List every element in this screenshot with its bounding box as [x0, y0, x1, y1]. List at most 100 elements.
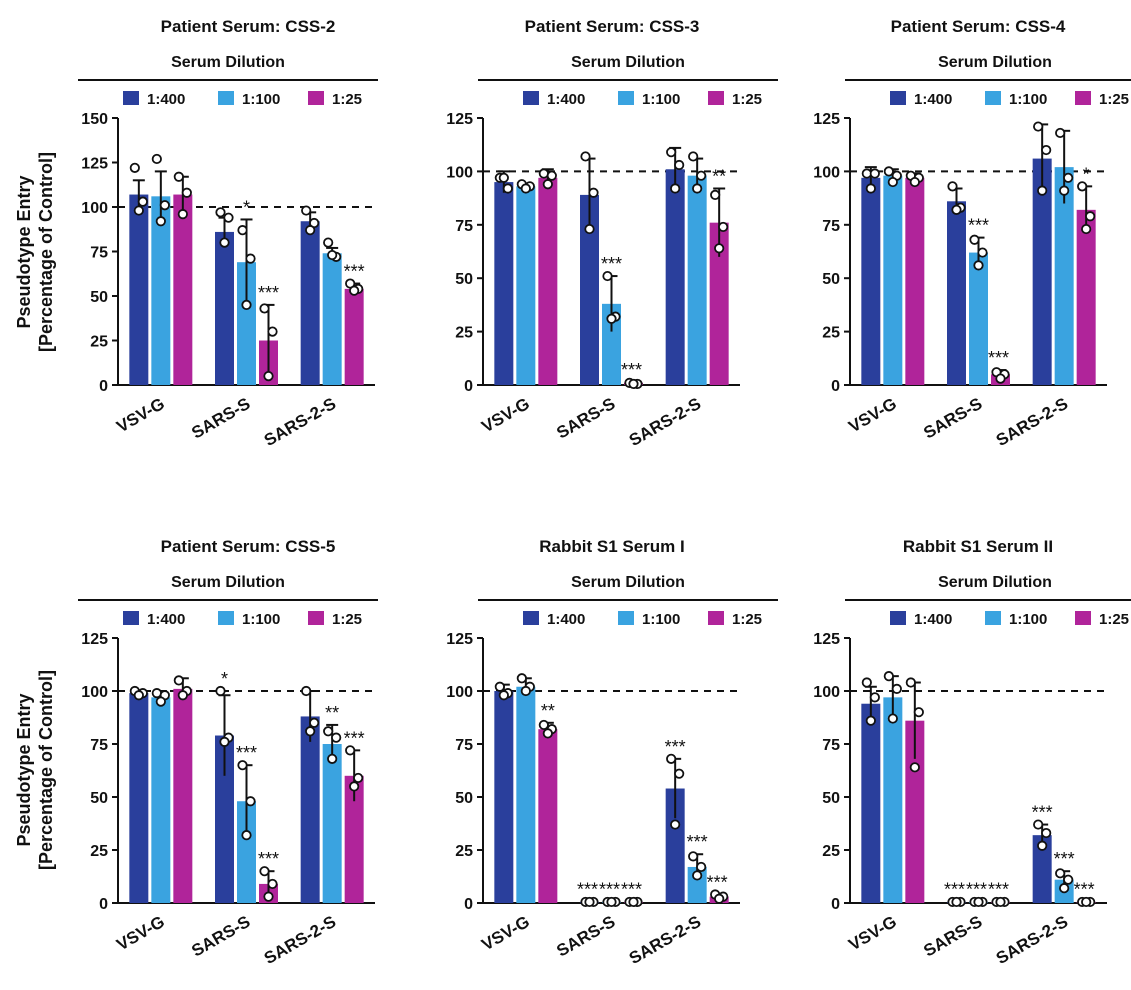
significance-label: ***	[1032, 803, 1053, 823]
data-point	[173, 171, 184, 182]
data-point	[1059, 185, 1070, 196]
chart-panel-2: Patient Serum: CSS-3 Serum Dilution 1:400 1…	[446, 17, 778, 450]
y-tick-label: 125	[813, 631, 840, 648]
x-tick-label: SARS-S	[920, 912, 985, 961]
significance-label: ***	[236, 743, 257, 763]
significance-label: ***	[258, 849, 279, 869]
chart-title: Patient Serum: CSS-3	[525, 17, 700, 36]
x-tick-label: SARS-2-S	[261, 394, 339, 450]
chart-title: Rabbit S1 Serum II	[903, 537, 1053, 556]
data-point	[177, 209, 188, 220]
data-point	[215, 207, 226, 218]
y-tick-label: 25	[455, 325, 473, 342]
bar	[344, 288, 364, 385]
y-axis-label-top-line-1: Pseudotype Entry	[14, 175, 34, 328]
data-point	[887, 176, 898, 188]
data-point	[670, 819, 681, 830]
significance-label: ***	[621, 879, 642, 899]
data-point	[1055, 868, 1066, 879]
y-tick-label: 125	[81, 156, 108, 173]
legend-label-3: 1:25	[1099, 91, 1129, 108]
x-tick-label: VSV-G	[113, 394, 168, 436]
legend-swatch-2	[218, 91, 234, 105]
y-tick-label: 100	[81, 200, 108, 217]
data-point	[666, 147, 677, 158]
bar	[215, 735, 234, 903]
legend-swatch-1	[123, 611, 139, 625]
data-point	[301, 205, 312, 216]
legend-title: Serum Dilution	[571, 54, 685, 71]
data-point	[219, 237, 230, 248]
x-tick-label: SARS-S	[553, 394, 618, 443]
legend-label-3: 1:25	[732, 91, 762, 108]
y-tick-label: 25	[822, 325, 840, 342]
legend-label-2: 1:100	[642, 91, 680, 108]
significance-label: **	[712, 166, 726, 186]
significance-label: ***	[665, 737, 686, 757]
y-axis-label-bottom-line-1: Pseudotype Entry	[14, 693, 34, 846]
y-tick-label: 100	[81, 684, 108, 701]
y-tick-label: 100	[446, 164, 473, 181]
data-point	[155, 216, 166, 227]
data-point	[951, 896, 962, 908]
y-tick-label: 125	[81, 631, 108, 648]
x-tick-label: VSV-G	[845, 394, 900, 436]
data-point	[181, 187, 192, 198]
data-point	[516, 673, 527, 684]
y-axis-label-top-line-2: [Percentage of Control]	[36, 152, 56, 352]
legend-label-1: 1:400	[914, 611, 952, 628]
data-point	[580, 151, 591, 162]
legend-swatch-2	[618, 611, 634, 625]
y-axis-label-bottom-line-2: [Percentage of Control]	[36, 670, 56, 870]
data-point	[1077, 181, 1088, 192]
data-point	[887, 713, 898, 724]
x-tick-label: VSV-G	[845, 912, 900, 954]
data-point	[674, 159, 685, 171]
data-point	[345, 745, 356, 756]
data-point	[692, 870, 703, 881]
bar	[665, 169, 685, 385]
bar	[687, 175, 707, 385]
legend-swatch-1	[523, 611, 539, 625]
x-tick-label: SARS-2-S	[626, 394, 704, 450]
data-point	[606, 896, 617, 908]
data-point	[219, 736, 230, 747]
legend-title: Serum Dilution	[938, 574, 1052, 591]
data-point	[1085, 211, 1096, 222]
y-tick-label: 75	[822, 218, 840, 235]
significance-label: ***	[344, 728, 365, 748]
data-point	[891, 683, 902, 694]
data-point	[129, 162, 140, 173]
y-tick-label: 25	[90, 334, 108, 351]
legend-title: Serum Dilution	[571, 574, 685, 591]
significance-label: ***	[621, 360, 642, 380]
data-point	[977, 247, 988, 258]
data-point	[584, 223, 595, 235]
legend-label-3: 1:25	[1099, 611, 1129, 628]
data-point	[305, 225, 316, 236]
significance-label: ***	[966, 879, 987, 899]
bar	[665, 788, 685, 903]
legend-label-2: 1:100	[242, 91, 280, 108]
data-point	[133, 205, 144, 216]
legend-label-2: 1:100	[642, 611, 680, 628]
legend-title: Serum Dilution	[171, 54, 285, 71]
bar	[883, 175, 903, 385]
y-tick-label: 125	[813, 111, 840, 128]
y-tick-label: 25	[455, 843, 473, 860]
chart-panel-4: Patient Serum: CSS-5 Serum Dilution 1:400 1…	[78, 537, 378, 968]
legend-swatch-1	[890, 91, 906, 105]
legend-swatch-3	[1075, 91, 1091, 105]
bar	[1032, 835, 1052, 903]
x-tick-label: SARS-S	[920, 394, 985, 443]
legend-swatch-1	[123, 91, 139, 105]
bar	[883, 697, 903, 903]
data-point	[327, 753, 338, 764]
y-tick-label: 75	[455, 737, 473, 754]
legend-label-1: 1:400	[147, 611, 185, 628]
data-point	[714, 243, 725, 254]
data-point	[883, 671, 894, 682]
data-point	[309, 717, 320, 728]
data-point	[1081, 223, 1092, 235]
data-point	[155, 696, 166, 707]
